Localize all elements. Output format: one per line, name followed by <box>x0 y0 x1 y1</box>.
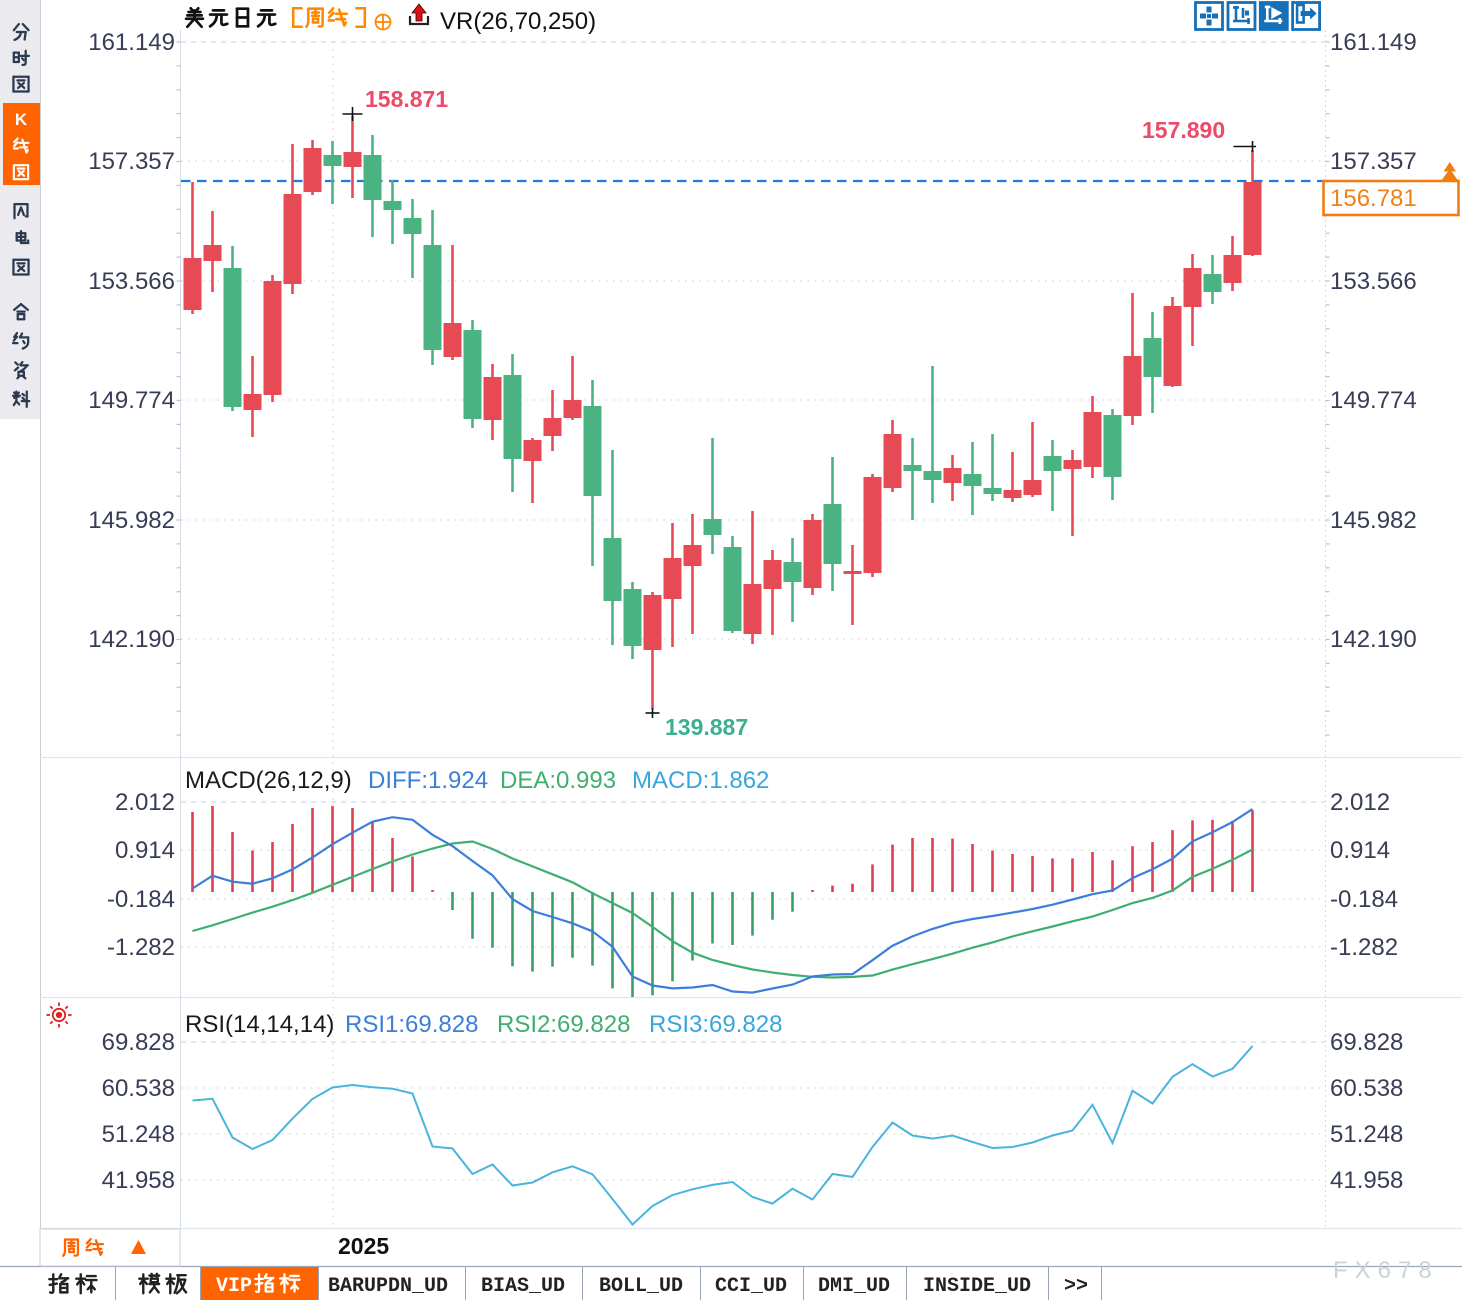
svg-text:142.190: 142.190 <box>1330 626 1417 653</box>
svg-text:51.248: 51.248 <box>1330 1121 1403 1148</box>
svg-text:0.914: 0.914 <box>115 837 175 864</box>
svg-text:157.890: 157.890 <box>1142 117 1225 143</box>
svg-text:139.887: 139.887 <box>665 714 748 740</box>
svg-text:60.538: 60.538 <box>1330 1075 1403 1102</box>
svg-text:BIAS_UD: BIAS_UD <box>481 1275 565 1298</box>
svg-text:RSI2:69.828: RSI2:69.828 <box>497 1011 630 1038</box>
svg-text:VR(26,70,250): VR(26,70,250) <box>440 8 596 35</box>
svg-text:51.248: 51.248 <box>102 1121 175 1148</box>
svg-text:145.982: 145.982 <box>1330 507 1417 534</box>
svg-text:161.149: 161.149 <box>1330 29 1417 56</box>
svg-text:MACD:1.862: MACD:1.862 <box>632 767 769 794</box>
svg-text:161.149: 161.149 <box>88 29 175 56</box>
svg-text:69.828: 69.828 <box>1330 1029 1403 1056</box>
svg-text:DMI_UD: DMI_UD <box>818 1275 890 1298</box>
svg-text:DIFF:1.924: DIFF:1.924 <box>368 767 488 794</box>
svg-text:K: K <box>15 110 28 129</box>
svg-text:RSI1:69.828: RSI1:69.828 <box>345 1011 478 1038</box>
svg-text:DEA:0.993: DEA:0.993 <box>500 767 616 794</box>
svg-text:41.958: 41.958 <box>1330 1167 1403 1194</box>
svg-text:VIP: VIP <box>216 1275 252 1298</box>
svg-text:INSIDE_UD: INSIDE_UD <box>923 1275 1031 1298</box>
svg-text:60.538: 60.538 <box>102 1075 175 1102</box>
svg-text:157.357: 157.357 <box>1330 148 1417 175</box>
svg-text:156.781: 156.781 <box>1330 185 1417 212</box>
svg-text:158.871: 158.871 <box>365 86 448 112</box>
svg-text:0.914: 0.914 <box>1330 837 1390 864</box>
svg-text:RSI3:69.828: RSI3:69.828 <box>649 1011 782 1038</box>
svg-text:149.774: 149.774 <box>88 387 175 414</box>
svg-text:FX678: FX678 <box>1333 1257 1439 1284</box>
svg-text:153.566: 153.566 <box>1330 268 1417 295</box>
svg-text:2.012: 2.012 <box>1330 789 1390 816</box>
svg-text:-0.184: -0.184 <box>1330 886 1398 913</box>
svg-text:-0.184: -0.184 <box>107 886 175 913</box>
svg-text:RSI(14,14,14): RSI(14,14,14) <box>185 1011 334 1038</box>
svg-text:MACD(26,12,9): MACD(26,12,9) <box>185 767 352 794</box>
svg-text:145.982: 145.982 <box>88 507 175 534</box>
svg-text:41.958: 41.958 <box>102 1167 175 1194</box>
svg-text:BOLL_UD: BOLL_UD <box>599 1275 683 1298</box>
svg-text:2.012: 2.012 <box>115 789 175 816</box>
svg-text:69.828: 69.828 <box>102 1029 175 1056</box>
svg-text:142.190: 142.190 <box>88 626 175 653</box>
svg-text:-1.282: -1.282 <box>1330 934 1398 961</box>
svg-text:2025: 2025 <box>338 1233 389 1259</box>
svg-text:>>: >> <box>1064 1275 1088 1298</box>
svg-text:149.774: 149.774 <box>1330 387 1417 414</box>
svg-text:157.357: 157.357 <box>88 148 175 175</box>
svg-text:-1.282: -1.282 <box>107 934 175 961</box>
svg-text:153.566: 153.566 <box>88 268 175 295</box>
svg-text:CCI_UD: CCI_UD <box>715 1275 787 1298</box>
svg-text:BARUPDN_UD: BARUPDN_UD <box>328 1275 448 1298</box>
